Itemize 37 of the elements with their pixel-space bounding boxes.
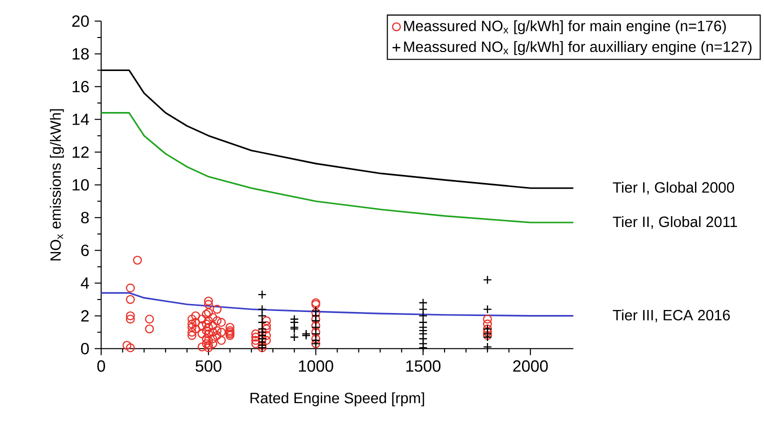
x-tick-label: 1000 (299, 360, 334, 372)
y-tick-label: 20 (72, 15, 89, 27)
point (258, 304, 267, 314)
y-tick-label: 10 (72, 179, 89, 191)
y-tick-label: 2 (81, 310, 89, 322)
point (258, 290, 267, 299)
point (418, 311, 428, 320)
y-axis-title: NO$_{x}$ emissions [g/kWh] (50, 109, 64, 260)
x-tick-label: 0 (97, 360, 106, 372)
line-series (100, 112, 574, 224)
text: Tier II, Global 2011 (612, 216, 737, 229)
y-tick-label: 14 (72, 114, 89, 125)
x-axis-title: Rated Engine Speed [rpm] (250, 392, 424, 406)
y-tick-label: 16 (72, 80, 89, 92)
y-tick-label: 18 (72, 48, 89, 60)
x-tick-label: 500 (196, 360, 222, 372)
text: Tier I, Global 2000 (612, 182, 734, 194)
y-tick-label: 4 (80, 277, 89, 289)
point (483, 275, 492, 284)
line-series (100, 292, 574, 317)
point (418, 343, 428, 352)
point (258, 318, 267, 327)
point (418, 298, 428, 308)
text: Tier III, ECA 2016 (612, 309, 730, 322)
point (258, 311, 267, 320)
x-tick-label: 2000 (513, 360, 548, 372)
point (290, 332, 299, 342)
y-tick-label: 12 (72, 146, 89, 158)
point (418, 304, 428, 314)
y-tick-label: 0 (81, 342, 89, 354)
x-tick-label: 1500 (406, 360, 440, 372)
point (483, 304, 492, 314)
legend-label: Meassured NO$_{x}$ [g/kWh] for main engine (n=176) (404, 20, 726, 34)
y-tick-label: 8 (81, 212, 89, 224)
point (483, 342, 492, 352)
legend-label: Meassured NO$_{x}$ [g/kWh] for auxilliary engine (n=127) (404, 41, 752, 55)
y-tick-label: 6 (81, 244, 89, 256)
